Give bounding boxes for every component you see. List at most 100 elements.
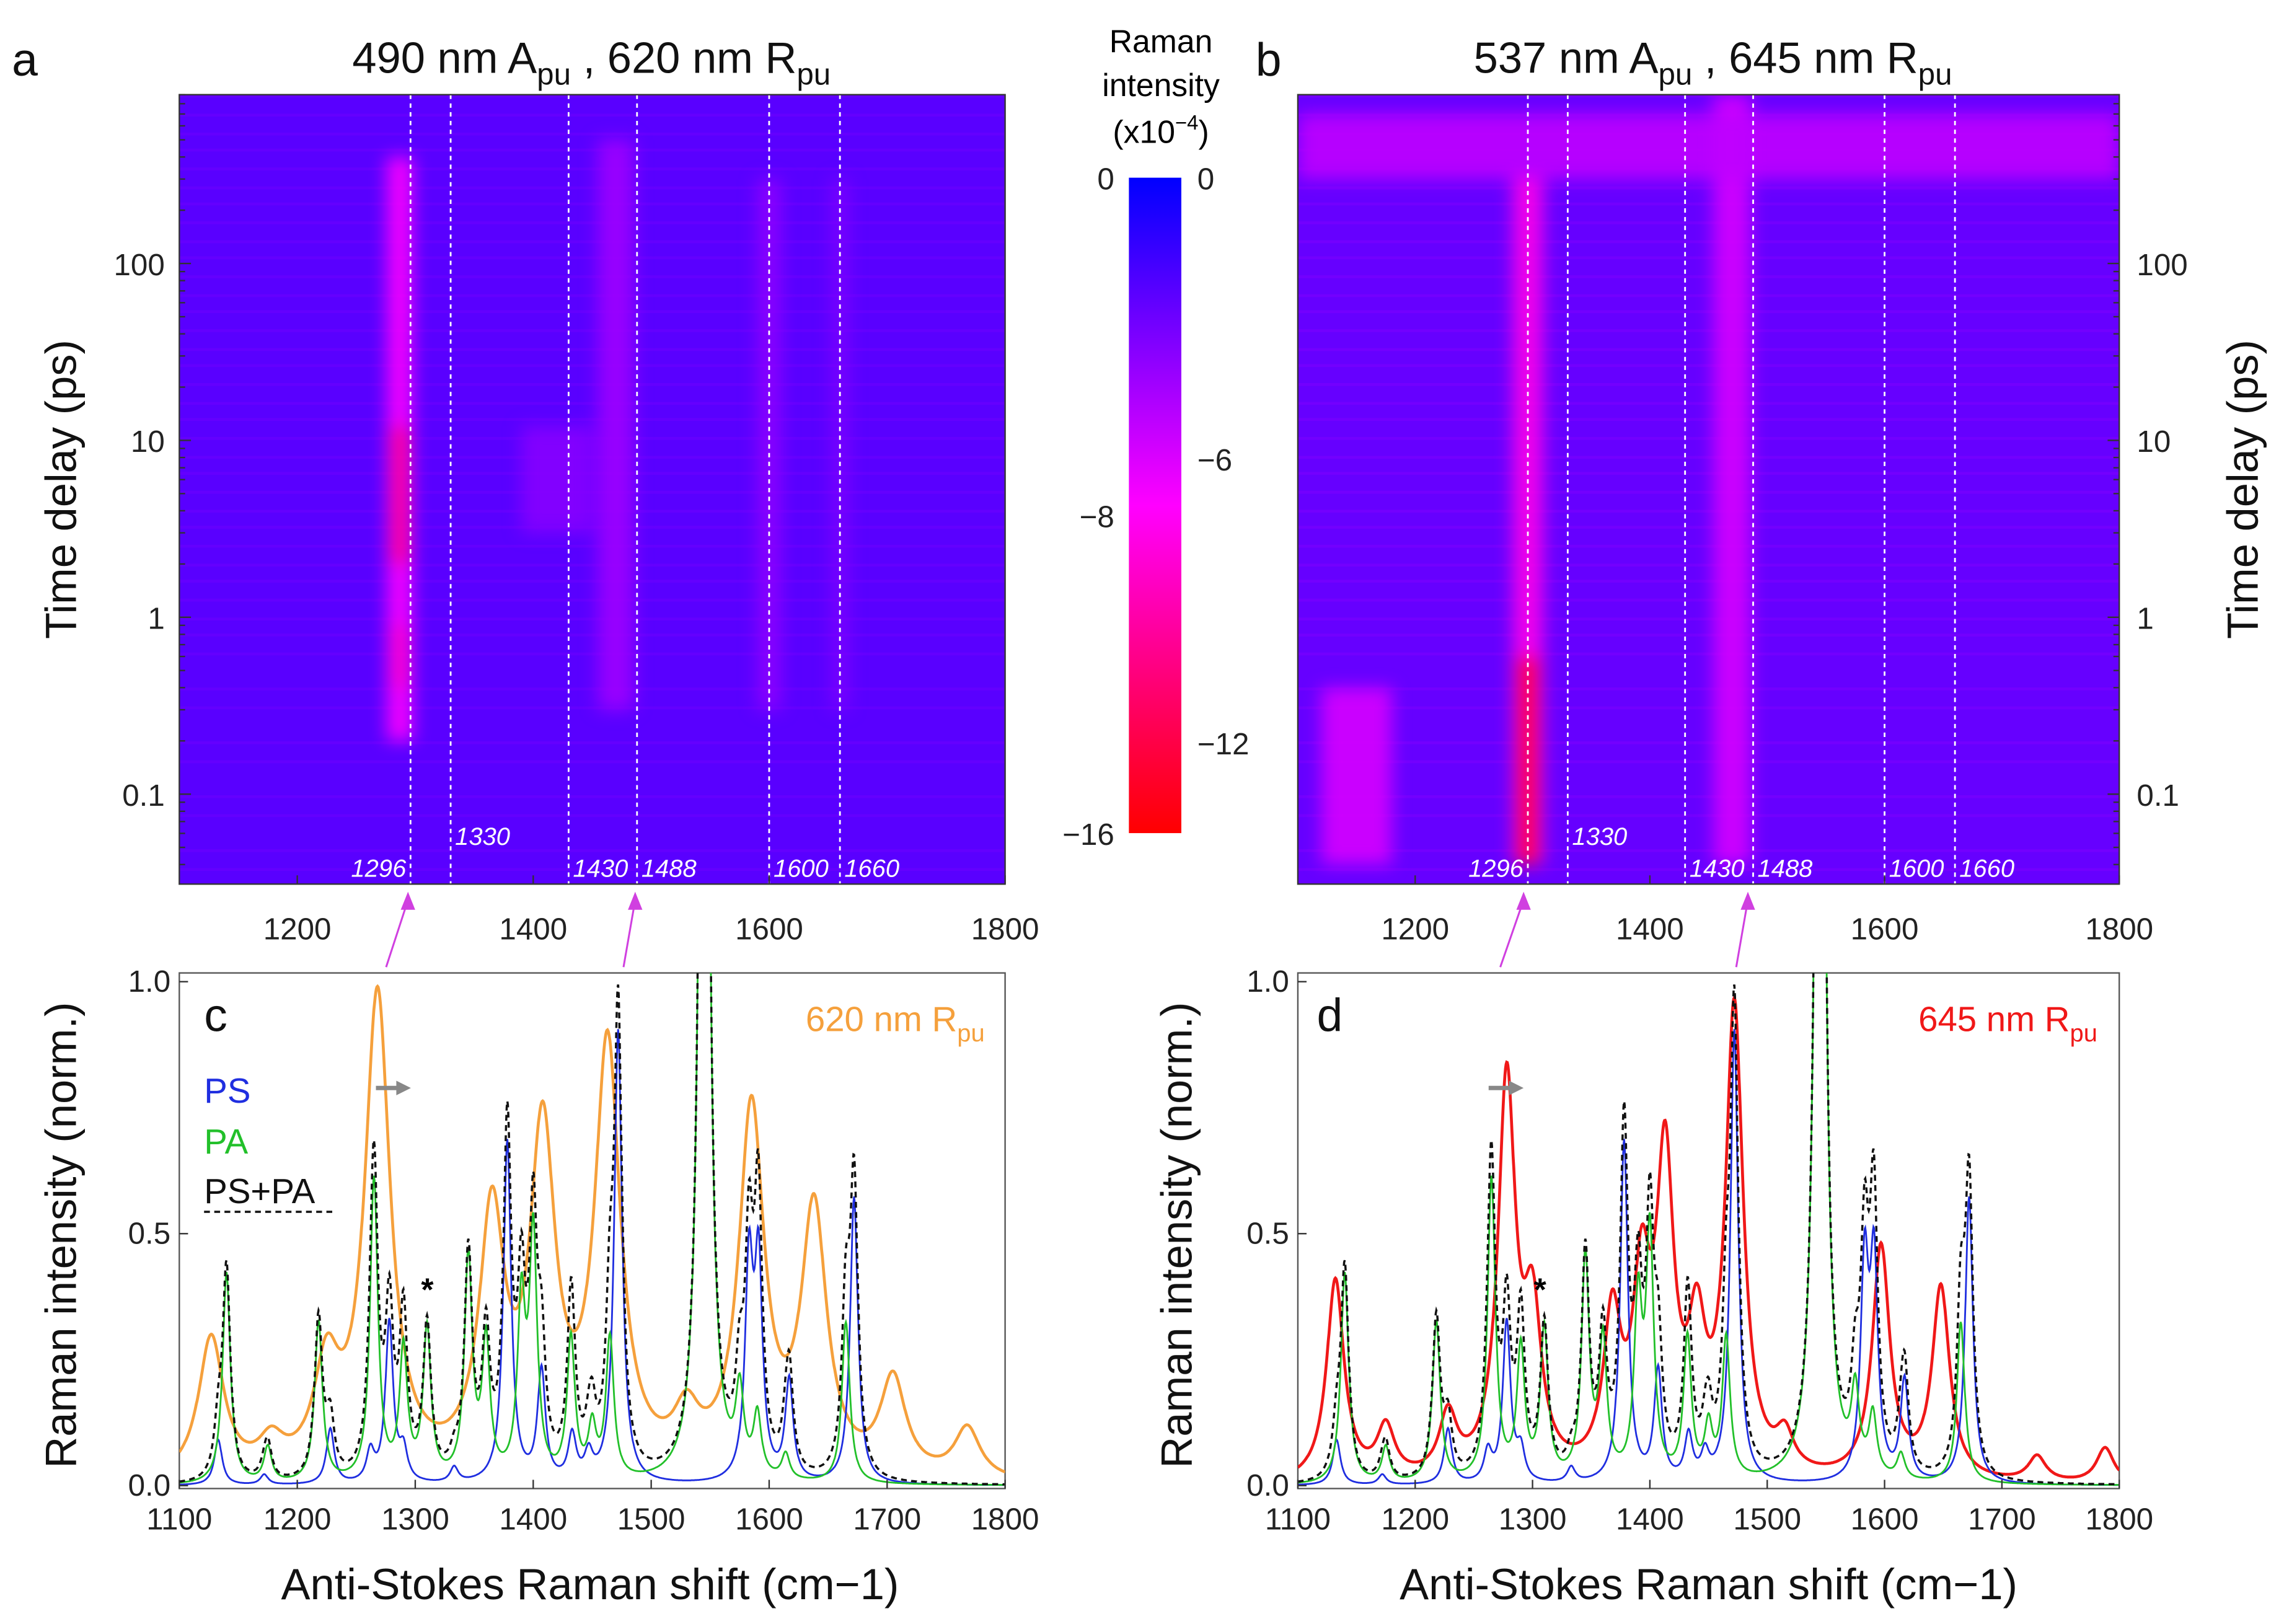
heatmap-texture-line [179, 348, 1005, 351]
heatmap-texture-line [1297, 741, 2120, 744]
colorbar-left-tick: 0 [1097, 162, 1114, 196]
marker-label: 1330 [455, 823, 510, 850]
marker-label: 1330 [1572, 823, 1627, 850]
x-tick-label: 1200 [1381, 912, 1449, 947]
heatmap-texture-line [1297, 310, 2120, 314]
panel-label-b: b [1256, 33, 1282, 86]
heatmap-texture-line [179, 329, 1005, 332]
colorbar-title-line1: Raman [1109, 24, 1213, 60]
heatmap-band [1713, 94, 1751, 865]
marker-label: 1430 [573, 855, 628, 883]
x-tick-label: 1300 [381, 1502, 449, 1536]
heatmap-texture-line [179, 580, 1005, 583]
connector-arrows [385, 891, 1755, 968]
colorbar-right-tick: 0 [1197, 162, 1214, 196]
heatmap-a [179, 94, 1005, 885]
heatmap-texture-line [179, 186, 1005, 190]
heatmap-texture-line [1297, 418, 2120, 421]
panel-label-d: d [1316, 989, 1343, 1041]
x-tick-label: 1400 [1616, 1502, 1684, 1536]
heatmap-texture-line [1297, 402, 2120, 405]
x-tick-label: 1500 [1733, 1502, 1801, 1536]
plot-frame [1297, 94, 2120, 885]
heatmap-texture-line [1297, 202, 2120, 206]
xlabel-c: Anti-Stokes Raman shift (cm−1) [281, 1560, 899, 1609]
spectrum-lines [179, 973, 1005, 1486]
y-tick-label: 100 [113, 248, 164, 282]
heatmap-texture-line [179, 418, 1005, 421]
heatmap-texture-line [179, 633, 1005, 637]
heatmap-texture-line [1297, 221, 2120, 224]
x-tick-label: 1400 [1616, 912, 1684, 947]
x-tick-label: 1800 [2085, 1502, 2153, 1536]
experimental-spectrum-line [179, 984, 1005, 1473]
heatmap-texture-line [179, 687, 1005, 691]
y-tick-label: 1 [148, 602, 164, 636]
heatmap-features [387, 139, 849, 741]
y-tick-label: 10 [131, 425, 165, 459]
ylabel-a: Time delay (ps) [36, 340, 85, 639]
pa-spectrum-line [1297, 973, 2120, 1486]
heatmap-texture-line [1297, 760, 2120, 764]
colorbar-title-line3: (x10−4) [1113, 111, 1209, 149]
x-tick-label: 1300 [1499, 1502, 1567, 1536]
heatmap-texture-line [179, 113, 1005, 117]
y-tick-label: 0.5 [1246, 1217, 1289, 1251]
marker-label: 1660 [1959, 855, 2014, 883]
x-tick-label: 1600 [1851, 912, 1919, 947]
x-tick-label: 1500 [617, 1502, 686, 1536]
heatmap-band [1297, 113, 2120, 179]
x-tick-label: 1600 [1851, 1502, 1919, 1536]
spectrum-lines [1297, 973, 2120, 1486]
heatmap-texture-line [1297, 687, 2120, 691]
heatmap-texture-line [179, 240, 1005, 244]
heatmap-texture-line [179, 382, 1005, 386]
x-tick-label: 1700 [1968, 1502, 2036, 1536]
heatmap-texture-line [1297, 563, 2120, 567]
x-tick-label: 1200 [263, 1502, 332, 1536]
spectrum-c: 1100 1200 1300 1400 1500 1600 1700 1800 0.0 0.5 1.… [128, 964, 1039, 1536]
heatmap-texture-line [179, 167, 1005, 170]
heatmap-texture-line [179, 148, 1005, 152]
heatmap-texture-line [179, 221, 1005, 224]
colorbar-right-tick: −12 [1197, 727, 1250, 761]
heatmap-texture-line [179, 760, 1005, 764]
experimental-spectrum-line [1297, 994, 2120, 1479]
y-tick-label: 1.0 [1246, 964, 1289, 999]
x-tick-label: 1200 [263, 912, 332, 947]
panel-title-b: 537 nm Apu , 645 nm Rpu [1474, 33, 1952, 91]
x-tick-label: 1200 [1381, 1502, 1449, 1536]
shift-arrow-d [1488, 1080, 1524, 1096]
marker-label: 1296 [351, 855, 407, 883]
marker-label: 1600 [774, 855, 829, 883]
heatmap-texture-line [1297, 256, 2120, 260]
legend-pa: PA [204, 1122, 248, 1161]
heatmap-texture-line [179, 868, 1005, 872]
heatmap-texture-line [1297, 472, 2120, 475]
heatmap-texture-line [179, 795, 1005, 798]
x-tick-label: 1400 [499, 912, 567, 947]
heatmap-texture-line [1297, 94, 2120, 98]
heatmap-texture-line [179, 94, 1005, 98]
experiment-label-c: 620 nm Rpu [806, 1000, 985, 1047]
y-tick-label: 10 [2136, 425, 2171, 459]
y-tick-label: 0.1 [2136, 779, 2179, 813]
spectrum-d: 1100 1200 1300 1400 1500 1600 1700 1800 0.0 0.5 1.… [1246, 964, 2153, 1536]
heatmap-b-axes: 1296 1330 1430 1488 1600 1660 1200 1400 1600 1800… [1297, 94, 2188, 947]
x-tick-label: 1800 [971, 912, 1039, 947]
heatmap-texture-line [179, 598, 1005, 602]
heatmap-texture-line [179, 617, 1005, 621]
legend-c: PS PA PS+PA [204, 1071, 335, 1213]
heatmap-texture-line [1297, 348, 2120, 351]
ylabel-b: Time delay (ps) [2218, 340, 2267, 639]
asterisk-d: * [1534, 1271, 1547, 1307]
legend-ps: PS [204, 1071, 250, 1110]
heatmap-texture-line [1297, 814, 2120, 818]
colorbar-left-tick: −8 [1080, 500, 1114, 534]
x-tick-label: 1700 [853, 1502, 921, 1536]
marker-label: 1600 [1889, 855, 1944, 883]
heatmap-background [1297, 94, 2120, 885]
x-tick-label: 1400 [499, 1502, 567, 1536]
marker-label: 1296 [1468, 855, 1524, 883]
